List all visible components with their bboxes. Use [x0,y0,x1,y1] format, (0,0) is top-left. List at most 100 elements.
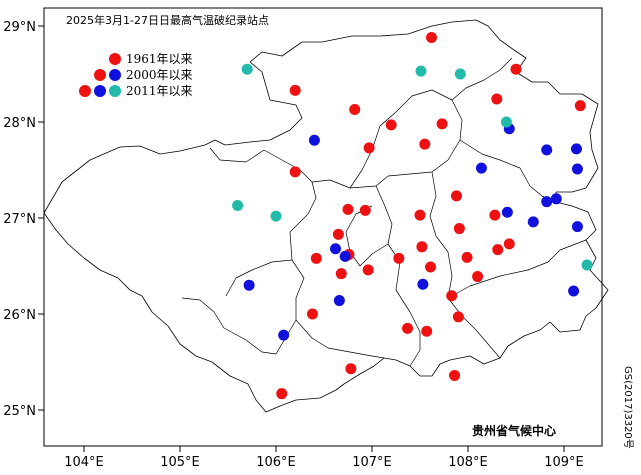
lat-tick-label: 26°N [3,308,36,323]
station-point-red [363,142,375,154]
north-boundary [311,57,513,189]
station-point-cyan [454,68,466,80]
legend-dot-blue [109,69,121,81]
legend-dot-red [79,85,91,97]
lat-tick-label: 28°N [3,116,36,131]
legend-dot-red [109,53,121,65]
station-point-blue [278,329,290,341]
credit-label: 贵州省气候中心 [472,423,556,438]
lon-tick-label: 108°E [448,455,488,470]
station-point-red [574,100,586,112]
anshun-boundary [225,259,293,297]
station-point-blue [571,163,583,175]
station-point-red [289,84,301,96]
station-point-blue [527,216,539,228]
station-point-red [342,203,354,215]
station-point-red [349,104,361,116]
station-point-blue [570,143,582,155]
station-point-red [436,118,448,130]
station-point-blue [541,196,553,208]
station-point-red [492,244,504,256]
station-point-red [414,209,426,221]
station-point-red [310,252,322,264]
station-point-red [461,251,473,263]
station-point-red [452,311,464,323]
station-point-red [289,166,301,178]
station-point-red [362,264,374,276]
northwest-boundary [209,147,317,215]
station-point-red [491,93,503,105]
legend-label: 1961年以来 [126,52,193,66]
northeast-boundary [459,139,557,203]
station-point-blue [501,206,513,218]
station-point-red [419,138,431,150]
station-point-blue [568,285,580,297]
station-point-cyan [415,65,427,77]
legend-dot-blue [94,85,106,97]
station-point-red [510,63,522,75]
station-point-blue [333,295,345,307]
zunyi-inner-boundary [349,89,453,189]
province-outline [43,19,609,413]
lat-tick-label: 25°N [3,404,36,419]
station-point-blue [541,144,553,156]
guiyang-boundary [345,185,393,267]
station-point-red [449,369,461,381]
legend-label: 2011年以来 [126,84,193,98]
station-point-red [453,223,465,235]
legend-dot-cyan [109,85,121,97]
axis-tick-labels: 104°E 105°E 106°E 107°E 108°E 109°E 29°N 28°N 27… [3,20,584,470]
station-point-red [426,32,438,44]
station-point-cyan [500,116,512,128]
station-point-red [472,271,484,283]
station-point-red [335,268,347,280]
station-point-red [345,363,357,375]
station-point-red [450,190,462,202]
station-point-cyan [232,200,244,212]
station-point-red [276,388,288,400]
station-point-red [425,261,437,273]
station-point-cyan [270,210,282,222]
station-point-red [402,322,414,334]
station-point-red [446,290,458,302]
station-point-blue [330,243,342,255]
boundaries [43,19,609,413]
station-point-red [332,228,344,240]
legend-dot-red [94,69,106,81]
station-point-blue [243,279,255,291]
east-boundary [429,171,501,359]
legend-label: 2000年以来 [126,68,193,82]
station-point-red [393,252,405,264]
lon-tick-label: 105°E [160,455,200,470]
station-point-blue [417,278,429,290]
map-code: GS(2017)3320号 [622,366,634,449]
station-point-blue [571,221,583,233]
map-frame [43,7,603,447]
lat-tick-label: 29°N [3,20,36,35]
lon-tick-label: 104°E [64,455,104,470]
station-point-red [489,209,501,221]
station-point-red [416,241,428,253]
lon-tick-label: 109°E [544,455,584,470]
station-point-red [421,325,433,337]
station-point-red [359,204,371,216]
lat-tick-label: 27°N [3,212,36,227]
southeast-boundary [447,239,587,299]
legend: 1961年以来 2000年以来 2011年以来 [79,52,193,98]
station-point-blue [550,193,562,205]
southwest-boundary [181,297,297,355]
station-point-cyan [241,63,253,75]
lon-tick-label: 107°E [352,455,392,470]
map-title: 2025年3月1-27日日最高气温破纪录站点 [66,13,269,27]
station-point-cyan [581,259,593,271]
station-point-red [385,119,397,131]
lon-tick-label: 106°E [256,455,296,470]
station-point-red [503,238,515,250]
station-point-blue [339,250,351,262]
station-point-blue [475,162,487,174]
station-points [232,32,593,400]
station-point-red [306,308,318,320]
axis-ticks [38,25,565,452]
station-point-blue [308,134,320,146]
